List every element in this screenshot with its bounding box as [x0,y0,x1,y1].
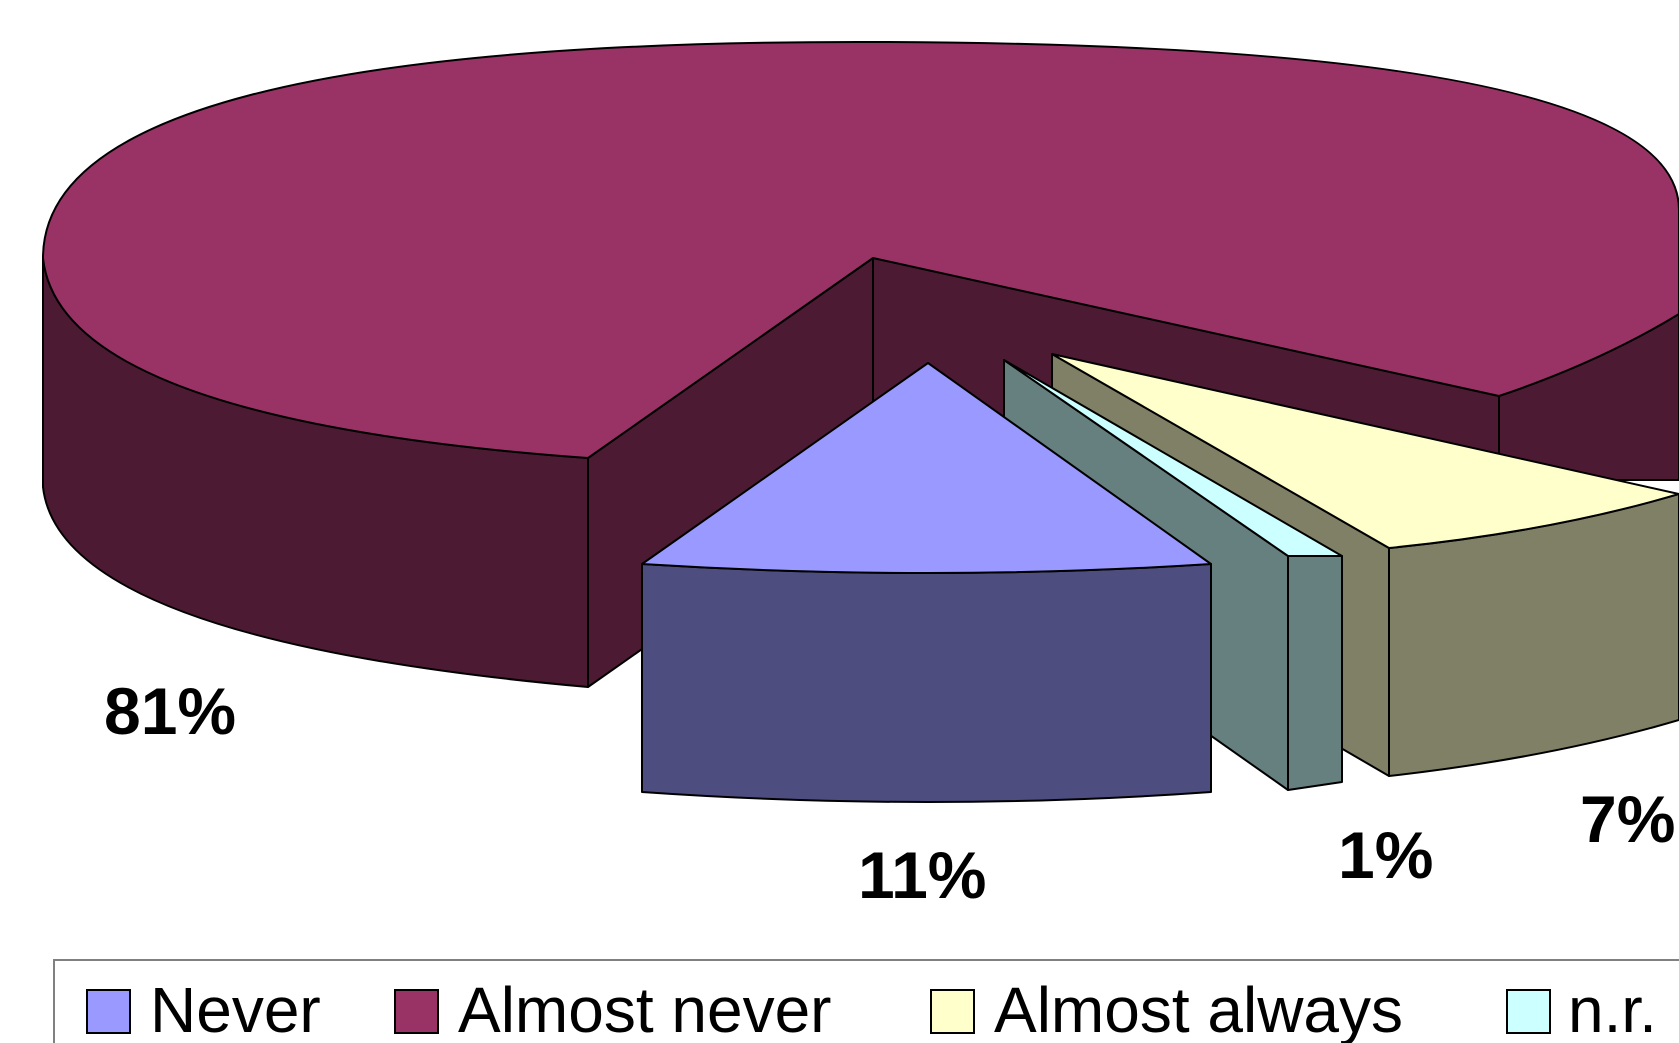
legend: Never Almost never Almost always n.r. [53,959,1679,1043]
legend-label-never: Never [150,974,321,1043]
slice-never-rim [641,563,1212,803]
data-label-nr: 1% [1338,818,1433,892]
slice-never [641,362,1212,803]
legend-item-almost-always: Almost always [930,974,1403,1043]
legend-label-almost-never: Almost never [458,974,831,1043]
slice-never-top [641,362,1212,574]
slice-nr-rim [1287,555,1343,791]
legend-swatch-almost-never [394,989,439,1034]
legend-swatch-almost-always [930,989,975,1034]
legend-swatch-nr [1506,989,1551,1034]
data-label-almost-never: 81% [104,674,236,748]
slice-nr-top [1003,359,1343,557]
legend-label-almost-always: Almost always [994,974,1403,1043]
legend-frame [53,959,1679,1043]
data-label-never: 11% [858,838,986,912]
legend-item-never: Never [86,974,321,1043]
legend-swatch-never [86,989,131,1034]
slice-almost-always-top [1051,353,1679,549]
data-label-almost-always: 7% [1580,782,1675,856]
legend-item-nr: n.r. [1506,974,1657,1043]
legend-item-almost-never: Almost never [394,974,831,1043]
legend-label-nr: n.r. [1568,974,1657,1043]
